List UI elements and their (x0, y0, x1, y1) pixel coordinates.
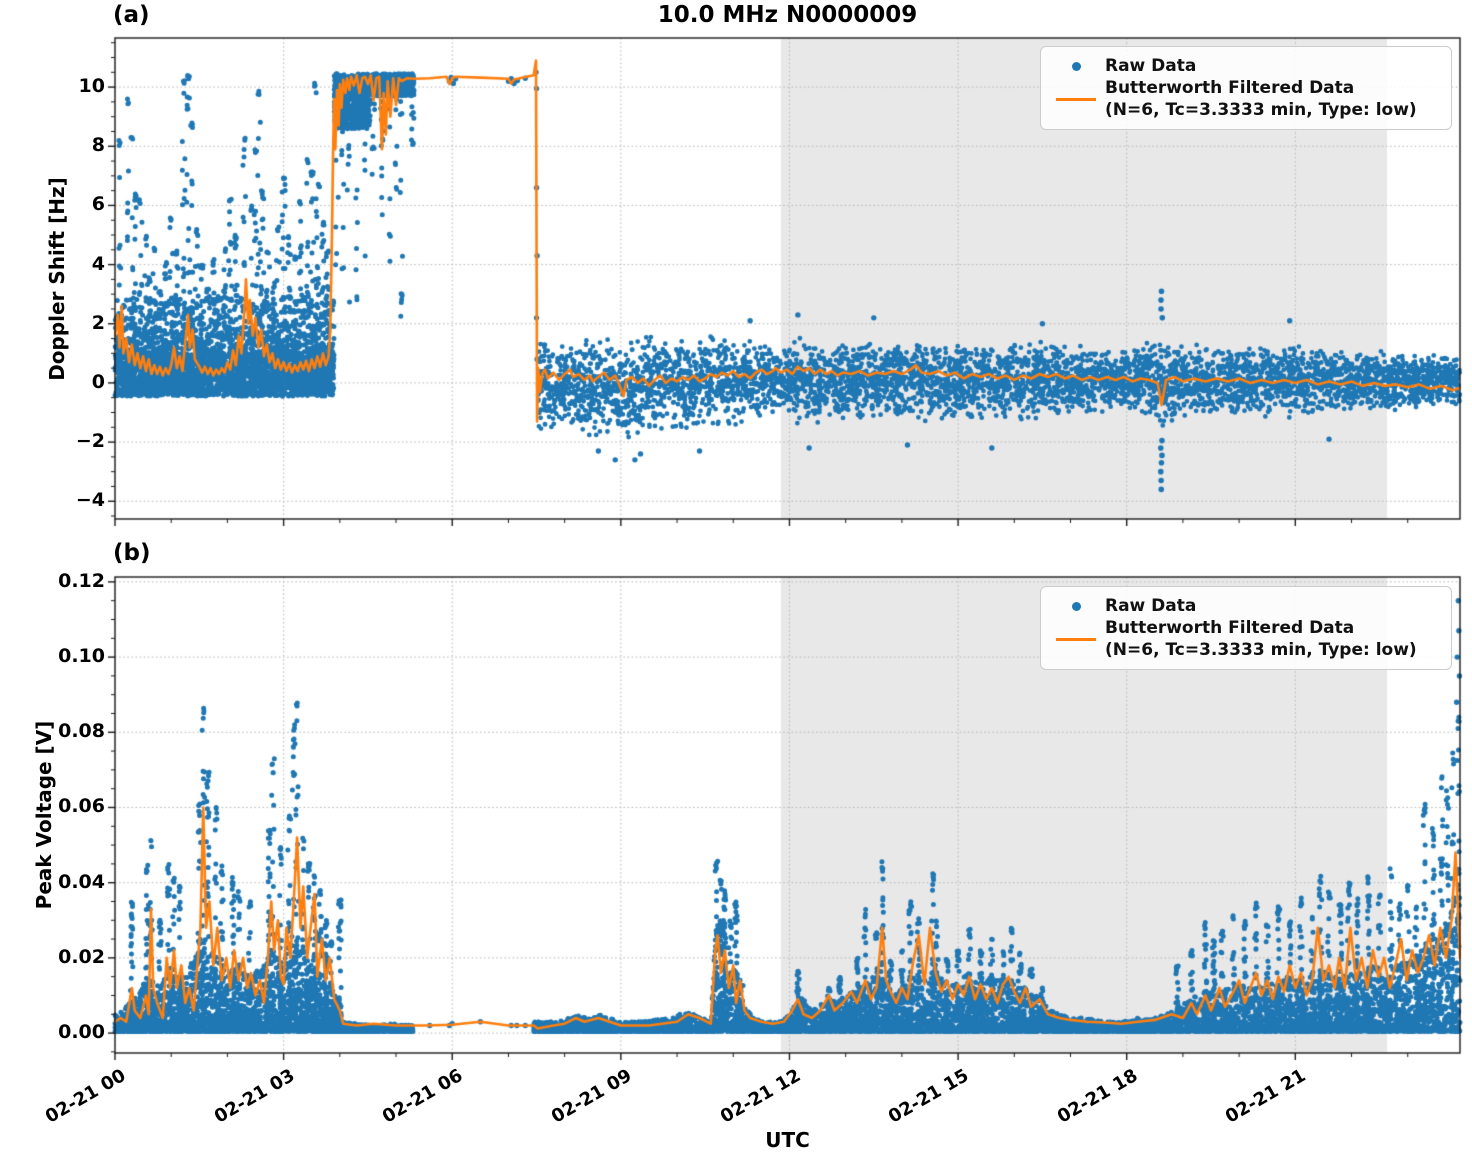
panel-a-tag: (a) (113, 2, 150, 28)
filtered-line-marker (1047, 637, 1105, 641)
y-tick-label-b: 0.06 (58, 795, 105, 818)
legend-filtered-line2: (N=6, Tc=3.3333 min, Type: low) (1105, 640, 1417, 661)
y-tick-label-a: −2 (75, 430, 105, 453)
raw-data-marker (1047, 61, 1105, 71)
y-tick-label-b: 0.08 (58, 720, 105, 743)
legend-filtered-label: Butterworth Filtered Data (N=6, Tc=3.333… (1105, 77, 1417, 121)
legend-filtered-row: Butterworth Filtered Data (N=6, Tc=3.333… (1047, 77, 1441, 121)
y-tick-label-a: 2 (91, 311, 105, 334)
legend-filtered-label: Butterworth Filtered Data (N=6, Tc=3.333… (1105, 617, 1417, 661)
y-tick-label-b: 0.10 (58, 645, 105, 668)
y-tick-label-a: −4 (75, 489, 105, 512)
legend-raw-label: Raw Data (1105, 596, 1197, 616)
legend-panel-b: Raw Data Butterworth Filtered Data (N=6,… (1040, 586, 1452, 671)
filtered-line-marker (1047, 97, 1105, 101)
y-tick-label-b: 0.04 (58, 870, 105, 893)
legend-panel-a: Raw Data Butterworth Filtered Data (N=6,… (1040, 46, 1452, 131)
y-tick-label-a: 4 (91, 252, 105, 275)
line-icon (1056, 97, 1096, 101)
scatter-dot-icon (1071, 601, 1081, 611)
legend-filtered-line1: Butterworth Filtered Data (1105, 618, 1355, 639)
figure-title: 10.0 MHz N0000009 (657, 2, 918, 28)
line-icon (1056, 637, 1096, 641)
x-axis-label: UTC (765, 1128, 810, 1152)
raw-data-marker (1047, 601, 1105, 611)
scatter-dot-icon (1071, 61, 1081, 71)
y-tick-label-a: 10 (78, 75, 105, 98)
legend-raw-row: Raw Data (1047, 55, 1441, 77)
y-tick-label-a: 0 (91, 370, 105, 393)
legend-raw-label: Raw Data (1105, 56, 1197, 76)
y-tick-label-a: 6 (91, 193, 105, 216)
legend-filtered-row: Butterworth Filtered Data (N=6, Tc=3.333… (1047, 617, 1441, 661)
legend-filtered-line1: Butterworth Filtered Data (1105, 78, 1355, 99)
y-tick-label-b: 0.02 (58, 945, 105, 968)
panel-b-tag: (b) (113, 540, 151, 566)
y-tick-label-a: 8 (91, 134, 105, 157)
y-tick-label-b: 0.12 (58, 569, 105, 592)
y-tick-label-b: 0.00 (58, 1021, 105, 1044)
legend-filtered-line2: (N=6, Tc=3.3333 min, Type: low) (1105, 100, 1417, 121)
legend-raw-row: Raw Data (1047, 595, 1441, 617)
